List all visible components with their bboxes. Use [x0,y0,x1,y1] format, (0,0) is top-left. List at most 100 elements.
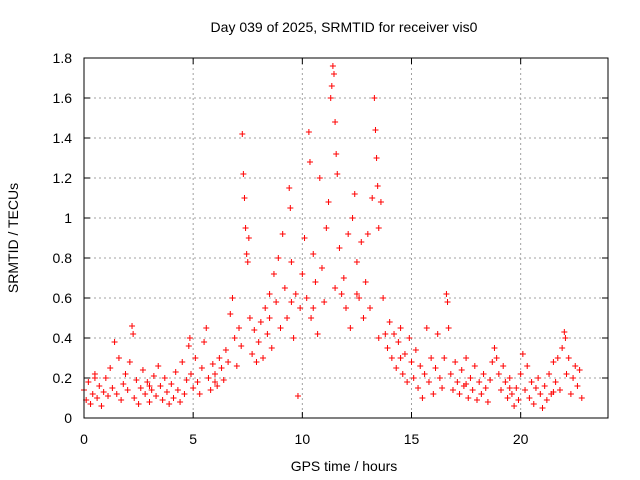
data-point [539,405,546,411]
data-point [572,363,579,369]
data-point [214,383,221,389]
data-point [447,371,454,377]
data-point [541,383,548,389]
data-point [537,391,544,397]
data-point [439,385,446,391]
data-point [360,315,367,321]
data-point [423,325,430,331]
data-point [212,379,218,385]
data-point [98,403,105,409]
data-point [397,355,404,361]
data-point [137,385,144,391]
data-point [266,315,273,321]
data-point [552,379,559,385]
data-point [336,245,343,251]
data-point [192,355,199,361]
data-point [508,391,515,397]
data-point [161,375,168,381]
data-point [133,377,140,383]
data-point [430,391,437,397]
data-point [264,331,271,337]
data-point [532,385,539,391]
data-point [281,285,288,291]
data-point [506,375,513,381]
data-point [100,389,107,395]
data-point [209,361,216,367]
data-point [334,171,341,177]
data-point [333,151,340,157]
data-point [458,367,465,373]
data-point [395,339,402,345]
data-point [506,385,513,391]
data-point [316,175,323,181]
data-point [129,323,136,329]
data-point [290,335,297,341]
data-point [434,331,441,337]
data-point [220,377,227,383]
data-point [96,383,103,389]
data-point [332,285,339,291]
data-point [266,291,273,297]
data-point [522,387,529,393]
chart-title: Day 039 of 2025, SRMTID for receiver vis… [211,19,478,35]
axis-ticks: 0 0.2 0.4 0.6 0.8 1 1.2 1.4 1.6 1.8 0 5 10 15 20 [53,50,608,447]
data-point [321,299,328,305]
data-point [546,371,553,377]
data-point [301,235,308,241]
y-tick-label: 0.6 [53,290,73,306]
data-point [399,371,406,377]
data-point [150,373,157,379]
data-point [190,385,197,391]
data-point [251,327,258,333]
data-point [358,239,365,245]
data-point [107,365,114,371]
data-point [415,385,422,391]
data-point [561,329,568,335]
data-point [196,391,203,397]
data-point [177,399,184,405]
data-point [288,299,295,305]
data-point [253,359,260,365]
data-point [356,295,363,301]
y-tick-label: 0.8 [53,250,73,266]
data-point [275,255,282,261]
data-point [159,397,166,403]
y-tick-label: 1.2 [53,170,73,186]
data-point [340,275,347,281]
data-point [305,129,312,135]
data-point [338,291,345,297]
data-point [139,367,146,373]
data-point [109,385,116,391]
data-point [364,231,371,237]
data-point [255,339,262,345]
data-point [441,355,448,361]
grid-lines [84,58,608,418]
data-point [270,271,277,277]
data-point [332,119,339,125]
data-point [559,345,566,351]
data-point [233,363,240,369]
data-point [231,335,238,341]
x-tick-label: 10 [295,431,311,447]
data-point [375,335,382,341]
data-point [187,371,194,377]
data-point [245,235,252,241]
data-point [550,389,557,395]
data-point [323,225,330,231]
data-point [535,375,542,381]
data-point [239,131,246,137]
data-point [489,359,496,365]
data-point [328,83,335,89]
data-point [118,397,125,403]
y-tick-label: 0.2 [53,370,73,386]
data-point [371,95,378,101]
data-point [487,377,494,383]
data-point [327,95,334,101]
data-point [243,251,250,257]
data-point [408,359,415,365]
data-point [406,335,413,341]
data-point [242,225,249,231]
data-point [397,325,404,331]
data-point [563,371,570,377]
data-point [222,347,229,353]
